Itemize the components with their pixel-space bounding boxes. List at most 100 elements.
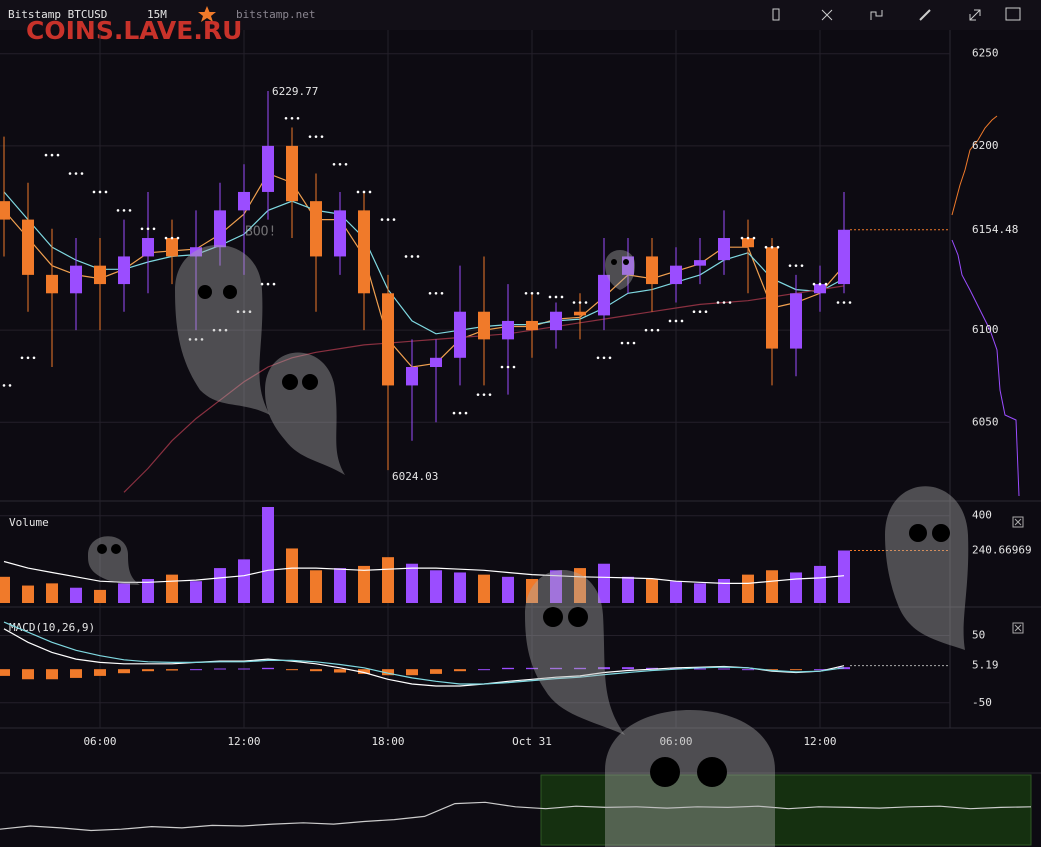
- macd-histogram: [142, 669, 154, 672]
- sar-dot: [800, 264, 804, 267]
- depth-bids: [951, 239, 1020, 497]
- sar-dot: [644, 328, 648, 332]
- favorite-icon[interactable]: [198, 6, 216, 22]
- sar-dot: [320, 135, 324, 138]
- volume-bar: [190, 581, 202, 603]
- macd-histogram: [118, 669, 130, 674]
- close-macd[interactable]: [1012, 622, 1024, 634]
- sar-dot: [344, 163, 348, 166]
- candle-body: [790, 293, 802, 349]
- candle-body: [286, 145, 298, 202]
- eye: [650, 757, 680, 787]
- eye: [97, 544, 107, 554]
- interval[interactable]: 15M: [147, 8, 167, 21]
- volume-bar: [262, 507, 274, 603]
- sar-dot: [476, 393, 480, 396]
- sar-dot: [416, 255, 420, 258]
- last-value-label: 240.66969: [972, 543, 1032, 556]
- candle-body: [0, 201, 10, 220]
- low-label: 6024.03: [392, 470, 438, 483]
- volume-bar: [598, 563, 610, 603]
- sar-dot: [74, 172, 78, 175]
- candle-body: [358, 210, 370, 294]
- sar-dot: [362, 190, 366, 194]
- sar-dot: [584, 301, 588, 304]
- sar-dot: [80, 172, 84, 175]
- volume-bar: [670, 581, 682, 603]
- volume-bar: [478, 574, 490, 603]
- sar-dot: [788, 264, 792, 267]
- sar-dot: [740, 236, 744, 240]
- sar-dot: [524, 291, 528, 295]
- sar-dot: [98, 190, 102, 194]
- close-volume-x: [1014, 518, 1022, 526]
- sar-dot: [368, 190, 372, 194]
- draw-icon[interactable]: [919, 9, 931, 21]
- macd-histogram: [22, 669, 34, 680]
- sar-dot: [236, 310, 240, 314]
- candle-icon[interactable]: [772, 8, 780, 21]
- macd-histogram: [550, 667, 562, 670]
- volume-bar: [0, 576, 10, 603]
- macd-histogram: [502, 667, 514, 670]
- site-link[interactable]: bitstamp.net: [236, 8, 315, 21]
- macd-histogram: [574, 667, 586, 670]
- toolbar: [0, 0, 1041, 30]
- ghost-eyes: [97, 259, 950, 787]
- macd-histogram: [622, 667, 634, 670]
- sar-dot: [290, 116, 294, 120]
- macd-histogram: [670, 667, 682, 670]
- candle-body: [598, 274, 610, 316]
- macd-histogram: [694, 668, 706, 670]
- candle-body: [22, 219, 34, 275]
- x-tick-label: 18:00: [371, 735, 404, 748]
- volume-bar: [406, 563, 418, 603]
- sar-dot: [92, 190, 96, 194]
- sar-dot: [680, 319, 684, 323]
- symbol[interactable]: Bitstamp BTCUSD: [8, 8, 107, 21]
- eye: [611, 259, 617, 265]
- high-label: 6229.77: [272, 85, 318, 98]
- macd-histogram: [430, 669, 442, 674]
- volume-bar: [166, 574, 178, 603]
- sar-dot: [296, 116, 300, 120]
- sar-dot: [404, 255, 408, 258]
- candle-body: [694, 260, 706, 266]
- last-value-label: 5.19: [972, 659, 999, 672]
- plot-area: 06:00 12:00 18:00 Oct 31 06:00 12:00 6050 6100 6…: [0, 30, 1032, 832]
- candle-body: [94, 265, 106, 285]
- screenshot-icon[interactable]: [1005, 7, 1021, 21]
- indicator-icon[interactable]: [821, 9, 833, 21]
- macd-histogram: [646, 667, 658, 670]
- sar-dot: [242, 310, 246, 314]
- eye: [282, 374, 298, 390]
- moving-average: [3, 191, 845, 335]
- sar-dot: [500, 365, 504, 369]
- x-tick-label: 06:00: [659, 735, 692, 748]
- sar-dot: [164, 236, 168, 240]
- sar-dot: [392, 218, 396, 221]
- sar-dot: [410, 255, 414, 258]
- x-tick-label: Oct 31: [512, 735, 552, 748]
- macd-histogram: [214, 668, 226, 670]
- volume-average: [3, 560, 845, 584]
- candle-body: [814, 284, 826, 294]
- volume-bar: [694, 583, 706, 603]
- eye: [697, 757, 727, 787]
- close-volume[interactable]: [1012, 516, 1024, 528]
- compare-icon[interactable]: [870, 10, 883, 20]
- eye: [302, 374, 318, 390]
- x-tick-label: 12:00: [227, 735, 260, 748]
- macd-histogram: [526, 667, 538, 670]
- sar-dot: [848, 301, 852, 304]
- sar-dot: [266, 282, 270, 286]
- x-tick-label: 06:00: [83, 735, 116, 748]
- macd-histogram: [478, 669, 490, 671]
- navigator-window[interactable]: [540, 774, 1032, 846]
- sar-dot: [620, 341, 624, 345]
- sar-dot: [836, 301, 840, 304]
- sar-dot: [356, 190, 360, 194]
- fullscreen-icon[interactable]: [969, 9, 981, 21]
- candle-body: [46, 274, 58, 294]
- candle-body: [526, 320, 538, 331]
